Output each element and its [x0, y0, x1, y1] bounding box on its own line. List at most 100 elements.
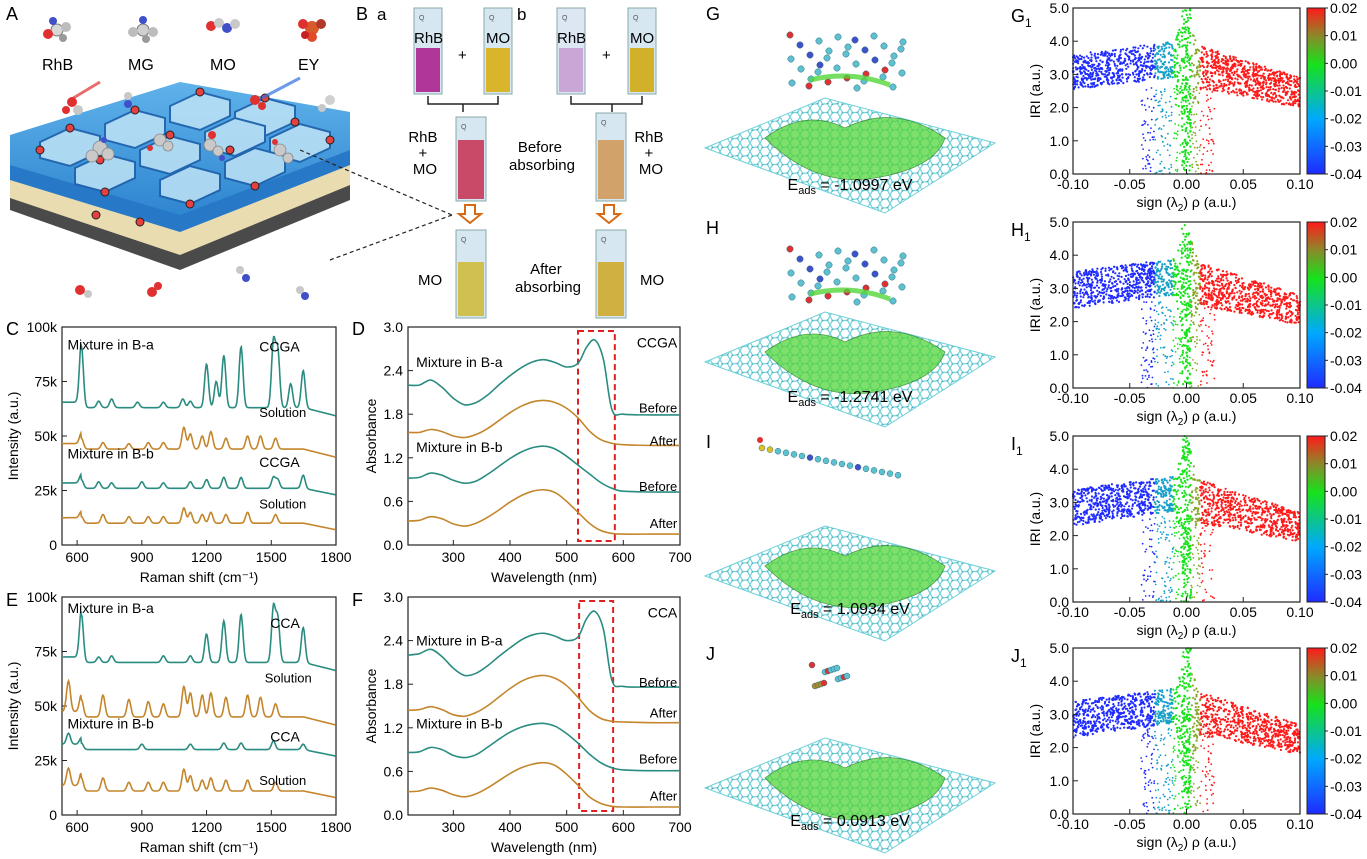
- panel-label-j: J: [706, 644, 715, 664]
- scatter-point: [1177, 294, 1180, 297]
- scatter-point: [1097, 74, 1100, 77]
- scatter-point: [1183, 249, 1186, 252]
- scatter-point: [1273, 91, 1276, 95]
- scatter-point: [1182, 383, 1185, 386]
- scatter-point: [1177, 33, 1180, 36]
- scatter-point: [1113, 62, 1116, 66]
- scatter-point: [1142, 76, 1145, 79]
- scatter-point: [1096, 56, 1099, 59]
- scatter-point: [1171, 45, 1174, 49]
- plot-frame: [407, 596, 681, 816]
- scatter-point: [1247, 496, 1250, 499]
- scatter-point: [1245, 509, 1248, 512]
- scatter-point: [1283, 512, 1286, 516]
- scatter-point: [1161, 311, 1164, 314]
- scatter-point: [1087, 282, 1090, 285]
- scatter-point: [1183, 303, 1186, 306]
- scatter-point: [1192, 259, 1195, 262]
- scatter-point: [1151, 340, 1154, 343]
- scatter-point: [1201, 64, 1204, 67]
- scatter-point: [1221, 304, 1224, 307]
- scatter-point: [1177, 89, 1180, 92]
- scatter-point: [1179, 485, 1182, 488]
- scatter-point: [1288, 521, 1291, 525]
- scatter-point: [1188, 241, 1191, 244]
- scatter-point: [1141, 124, 1143, 127]
- scatter-point: [1150, 59, 1153, 62]
- scatter-point: [1297, 304, 1300, 307]
- scatter-point: [1205, 511, 1208, 514]
- scatter-point: [1283, 303, 1286, 306]
- scatter-point: [1192, 64, 1195, 67]
- scatter-point: [1195, 73, 1198, 76]
- scatter-point: [1126, 80, 1129, 83]
- scatter-point: [1192, 359, 1194, 361]
- scatter-point: [1100, 50, 1103, 54]
- scatter-point: [1175, 38, 1178, 41]
- scatter-point: [1090, 68, 1093, 71]
- scatter-point: [1181, 26, 1184, 29]
- scatter-point: [1144, 375, 1147, 377]
- scatter-point: [1163, 289, 1166, 292]
- scatter-point: [1192, 34, 1195, 38]
- scatter-point: [1207, 337, 1210, 339]
- scatter-point: [1186, 78, 1189, 82]
- y-tick-label: 5.0: [1050, 0, 1070, 16]
- scatter-point: [1154, 502, 1157, 506]
- scatter-point: [1282, 84, 1285, 87]
- scatter-point: [1207, 106, 1210, 109]
- scatter-point: [1218, 280, 1221, 283]
- scatter-point: [1182, 356, 1185, 359]
- scatter-point: [1173, 137, 1175, 140]
- x-tick-label: 1500: [256, 819, 287, 835]
- scatter-point: [1177, 249, 1180, 252]
- scatter-point: [1267, 301, 1270, 304]
- scatter-point: [1274, 503, 1277, 506]
- scatter-point: [1183, 61, 1186, 64]
- x-tick-label: 1800: [320, 549, 351, 565]
- scatter-point: [1110, 491, 1113, 495]
- scatter-point: [1159, 170, 1162, 173]
- scatter-point: [1260, 77, 1263, 80]
- scatter-point: [1080, 274, 1083, 277]
- atom: [816, 275, 824, 283]
- scatter-point: [1119, 68, 1122, 71]
- energy-value: = 1.0934 eV: [819, 601, 911, 618]
- scatter-point: [1201, 287, 1205, 290]
- scatter-point: [1102, 73, 1105, 76]
- scatter-point: [1150, 361, 1153, 363]
- scatter-point: [1149, 139, 1151, 141]
- scatter-point: [1144, 55, 1148, 58]
- scatter-point: [1259, 68, 1262, 71]
- scatter-point: [1208, 289, 1211, 292]
- scatter-point: [1084, 494, 1087, 497]
- scatter-point: [1185, 107, 1189, 111]
- scatter-point: [1103, 291, 1106, 294]
- scatter-point: [1173, 87, 1176, 90]
- scatter-point: [1153, 95, 1155, 98]
- scatter-point: [1174, 262, 1177, 265]
- scatter-point: [1150, 49, 1153, 53]
- scatter-point: [1244, 500, 1247, 504]
- atom: [805, 296, 813, 304]
- scatter-point: [1108, 300, 1111, 304]
- scatter-point: [1248, 68, 1251, 71]
- scatter-point: [1195, 51, 1198, 55]
- y-tick-label: 5.0: [1050, 214, 1070, 230]
- cuvette-mark: Q: [419, 15, 425, 22]
- scatter-point: [1190, 113, 1193, 116]
- scatter-point: [1174, 283, 1177, 286]
- scatter-point: [1278, 84, 1281, 87]
- scatter-point: [1217, 61, 1220, 64]
- x-tick-label: 1200: [191, 549, 222, 565]
- scatter-point: [1210, 294, 1213, 297]
- scatter-point: [1100, 275, 1103, 278]
- mixture-label-b: RhB + MO: [634, 129, 667, 178]
- scatter-point: [1207, 348, 1210, 351]
- scatter-point: [1270, 309, 1273, 312]
- scatter-point: [1154, 72, 1157, 75]
- scatter-point: [1105, 60, 1108, 63]
- scatter-point: [1160, 97, 1163, 100]
- scatter-point: [1199, 144, 1202, 146]
- scatter-point: [1131, 270, 1134, 273]
